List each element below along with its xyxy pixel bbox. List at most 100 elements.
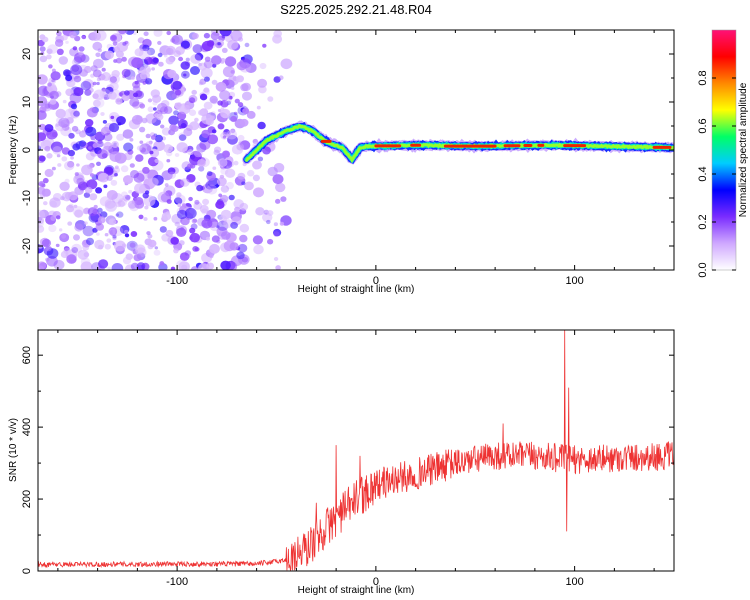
noise-blob [112,41,118,46]
noise-blob [168,115,179,126]
noise-blob [166,150,173,157]
bottom-y-tick-label: 200 [21,490,33,508]
noise-blob [219,174,225,179]
noise-blob [108,91,117,100]
noise-blob [66,254,77,264]
noise-blob [132,101,141,109]
noise-blob [38,225,45,233]
snr-panel: -100 0 100 0 200 400 600 Height of straight l… [8,329,675,596]
noise-blob [87,207,98,217]
noise-blob [39,46,46,52]
noise-blob [73,87,84,97]
noise-blob [74,52,86,63]
noise-blob [124,90,130,96]
bottom-x-axis-label: Height of straight line (km) [298,585,415,596]
noise-blob [113,240,126,252]
noise-blob [167,167,176,175]
noise-blob [50,141,63,153]
noise-blob [244,181,254,191]
noise-blob [104,233,109,237]
noise-blob [86,179,98,190]
noise-blob [192,44,203,54]
noise-blob [139,103,146,109]
noise-blob [209,243,220,254]
noise-blob [153,30,163,37]
noise-blob [219,90,231,101]
noise-blob [135,154,144,162]
noise-blob [45,257,50,262]
noise-blob [275,198,281,204]
noise-blob [267,96,274,102]
noise-blob [85,119,94,127]
noise-blob [104,243,112,250]
noise-blob [166,90,177,101]
noise-blob [220,108,231,119]
noise-blob [57,163,62,167]
noise-blob [116,30,128,36]
noise-blob [190,66,200,75]
noise-blob [280,196,287,202]
noise-blob [166,199,172,204]
noise-blob [89,193,98,201]
noise-blob [177,102,182,107]
top-y-tick-label: 20 [21,48,33,60]
noise-blob [74,223,84,232]
noise-blob [174,221,180,227]
noise-blob [139,64,151,75]
noise-blob [272,174,284,185]
top-y-axis-label: Frequency (Hz) [8,116,19,185]
noise-blob [279,221,285,226]
noise-blob [53,259,65,270]
noise-blob [215,81,227,92]
noise-blob [224,56,237,67]
noise-blob [106,175,113,182]
snr-frame [37,329,675,572]
noise-blob [210,31,220,40]
noise-blob [116,133,125,141]
noise-blob [116,116,126,125]
noise-blob [131,114,143,125]
noise-blob [95,52,101,58]
noise-blob [157,40,162,45]
noise-blob [230,221,239,229]
noise-blob [185,57,190,62]
noise-blob [201,113,214,125]
noise-blob [148,239,157,248]
noise-blob [133,92,139,98]
noise-blob [120,165,129,173]
noise-blob [71,247,79,253]
noise-blob [222,150,230,158]
noise-blob [174,179,185,189]
noise-blob [94,239,105,250]
noise-blob [191,266,199,270]
noise-blob [145,133,151,139]
noise-blob [73,75,82,83]
noise-blob [272,34,283,44]
noise-blob [241,181,246,186]
noise-blob [198,166,205,172]
noise-blob [63,161,75,171]
noise-blob [129,97,140,107]
top-y-tick-label: 10 [21,96,33,108]
noise-blob [253,244,264,255]
noise-blob [204,76,210,82]
noise-blob [184,250,192,257]
noise-blob [152,100,158,106]
noise-blob [115,57,123,64]
noise-blob [84,221,88,225]
noise-blob [101,67,106,72]
noise-blob [38,85,50,97]
noise-blob [189,232,200,243]
noise-blob [154,134,163,143]
noise-blob [102,145,114,156]
noise-blob [93,140,98,144]
noise-blob [236,251,245,260]
noise-blob [43,201,48,206]
bottom-x-tick-label: 100 [565,576,583,588]
colorbar-frame [711,29,737,271]
noise-blob [227,39,239,50]
noise-blob [164,183,169,187]
noise-blob [96,140,104,148]
noise-blob [176,142,188,153]
